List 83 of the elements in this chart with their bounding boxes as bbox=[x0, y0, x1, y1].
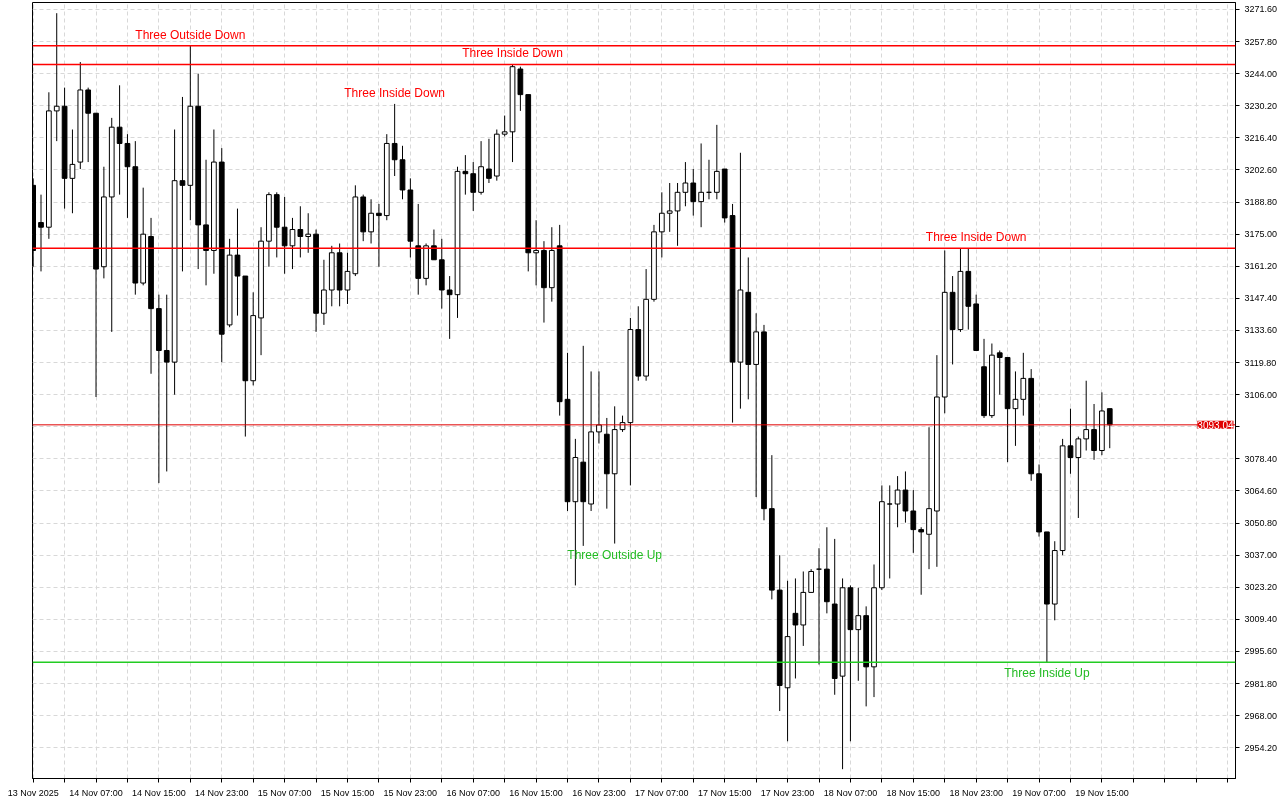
candlestick bbox=[855, 587, 862, 682]
y-tick-label: 2968.00 bbox=[1244, 710, 1278, 721]
candlestick bbox=[376, 203, 382, 268]
candlestick bbox=[674, 182, 681, 247]
candlestick bbox=[658, 191, 665, 258]
x-tick-label: 16 Nov 23:00 bbox=[572, 787, 626, 798]
candlestick bbox=[1106, 408, 1113, 449]
y-tick-label: 3050.80 bbox=[1244, 518, 1278, 529]
candlestick bbox=[910, 489, 917, 554]
annotation: Three Inside Down bbox=[925, 230, 1027, 245]
annotation: Three Inside Up bbox=[1004, 666, 1090, 681]
candlestick bbox=[431, 229, 437, 261]
y-tick-label: 3230.20 bbox=[1244, 100, 1278, 111]
x-tick-label: 16 Nov 07:00 bbox=[446, 787, 501, 798]
candlestick bbox=[38, 194, 44, 272]
x-tick-label: 14 Nov 23:00 bbox=[194, 787, 249, 798]
candlestick bbox=[85, 87, 92, 163]
candlestick bbox=[698, 142, 704, 228]
candlestick bbox=[533, 219, 539, 286]
candlestick bbox=[886, 484, 893, 579]
x-tick-label: 19 Nov 15:00 bbox=[1075, 787, 1129, 798]
ref-line-label: 3093.04 bbox=[1197, 419, 1234, 431]
x-tick-label: 17 Nov 23:00 bbox=[760, 787, 815, 798]
y-tick-label: 2981.80 bbox=[1244, 678, 1278, 689]
candlestick bbox=[792, 577, 799, 679]
candlestick bbox=[305, 212, 312, 254]
candlestick bbox=[163, 294, 170, 472]
candlestick bbox=[1083, 380, 1090, 452]
y-tick-label: 3244.00 bbox=[1244, 68, 1278, 79]
y-tick-label: 3147.40 bbox=[1244, 293, 1278, 304]
candlestick bbox=[690, 168, 697, 217]
x-tick-label: 15 Nov 15:00 bbox=[320, 787, 375, 798]
candlestick bbox=[808, 568, 814, 593]
candlestick bbox=[1075, 436, 1082, 519]
y-tick-label: 3106.00 bbox=[1244, 389, 1278, 400]
candlestick bbox=[391, 103, 398, 177]
y-tick-label: 3023.20 bbox=[1244, 582, 1278, 593]
x-tick-label: 17 Nov 07:00 bbox=[635, 787, 689, 798]
y-tick-label: 3216.40 bbox=[1244, 132, 1278, 143]
candlestick bbox=[918, 526, 925, 596]
y-tick-label: 2954.20 bbox=[1244, 742, 1278, 753]
y-tick-label: 2995.60 bbox=[1244, 646, 1278, 657]
candlestick bbox=[596, 370, 602, 445]
candlestick bbox=[666, 182, 673, 233]
candlestick bbox=[297, 205, 304, 258]
candlestick bbox=[713, 124, 720, 200]
y-tick-label: 3064.60 bbox=[1244, 485, 1278, 496]
y-tick-label: 3188.80 bbox=[1244, 197, 1278, 208]
x-tick-label: 15 Nov 23:00 bbox=[383, 787, 438, 798]
x-tick-label: 18 Nov 15:00 bbox=[886, 787, 941, 798]
annotation: Three Inside Down bbox=[344, 85, 445, 100]
y-tick-label: 3202.60 bbox=[1244, 164, 1278, 175]
x-tick-label: 18 Nov 07:00 bbox=[823, 787, 878, 798]
x-tick-label: 19 Nov 07:00 bbox=[1012, 787, 1066, 798]
candlestick bbox=[446, 275, 453, 340]
candlestick bbox=[996, 349, 1003, 396]
annotation: Three Inside Down bbox=[462, 46, 563, 61]
x-tick-label: 14 Nov 07:00 bbox=[69, 787, 123, 798]
candlestick bbox=[368, 198, 374, 244]
x-tick-label: 14 Nov 15:00 bbox=[132, 787, 186, 798]
y-tick-label: 3009.40 bbox=[1244, 614, 1278, 625]
candlestick bbox=[470, 161, 477, 212]
x-tick-label: 15 Nov 07:00 bbox=[257, 787, 312, 798]
candlestick bbox=[501, 115, 508, 137]
y-tick-label: 3271.60 bbox=[1244, 4, 1278, 15]
candlestick bbox=[682, 161, 689, 207]
x-tick-label: 16 Nov 15:00 bbox=[509, 787, 563, 798]
y-tick-label: 3119.80 bbox=[1244, 357, 1277, 368]
candlestick bbox=[486, 138, 492, 184]
y-tick-label: 3257.80 bbox=[1244, 36, 1278, 47]
y-tick-label: 3078.40 bbox=[1244, 453, 1278, 464]
candlestick bbox=[1020, 352, 1027, 417]
y-tick-label: 3175.00 bbox=[1244, 229, 1278, 240]
candlestick bbox=[321, 259, 327, 326]
candlestick bbox=[1091, 403, 1097, 461]
annotation: Three Outside Down bbox=[135, 27, 246, 42]
y-tick-label: 3037.00 bbox=[1244, 550, 1278, 561]
x-tick-label: 17 Nov 15:00 bbox=[697, 787, 752, 798]
y-tick-label: 3161.20 bbox=[1244, 261, 1278, 272]
candlestick bbox=[53, 12, 60, 142]
x-tick-label: 18 Nov 23:00 bbox=[949, 787, 1003, 798]
x-tick-label: 13 Nov 2025 bbox=[7, 787, 59, 798]
y-tick-label: 3133.60 bbox=[1244, 325, 1278, 336]
